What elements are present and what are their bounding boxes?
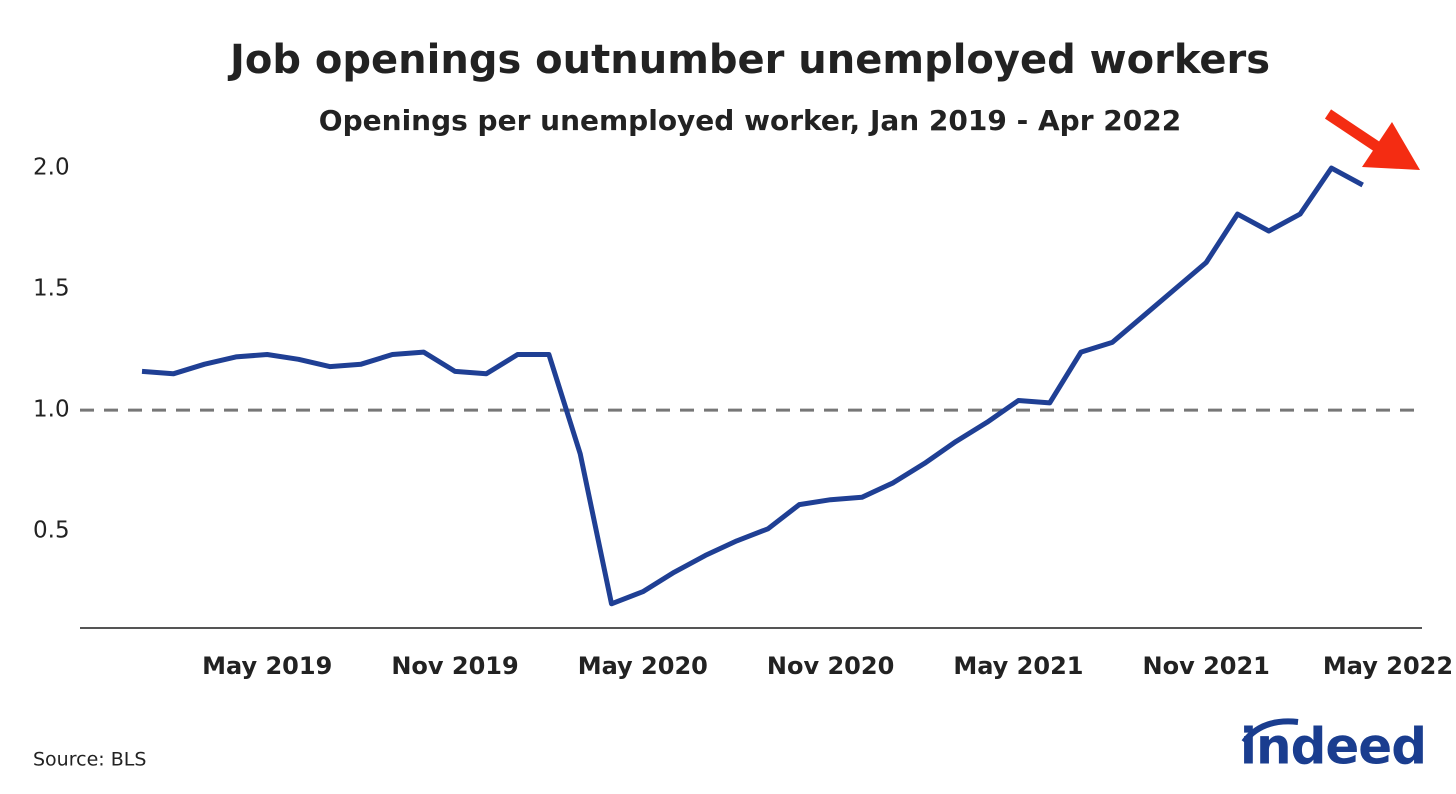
x-tick-label: Nov 2019 [391, 652, 518, 680]
source-note: Source: BLS [33, 749, 146, 771]
trend-arrow [1328, 114, 1420, 170]
y-tick-label: 2.0 [33, 155, 70, 181]
x-tick-label: Nov 2021 [1143, 652, 1270, 680]
x-tick-label: May 2020 [578, 652, 708, 680]
y-tick-label: 1.0 [33, 397, 70, 423]
x-tick-label: May 2021 [953, 652, 1083, 680]
chart-subtitle: Openings per unemployed worker, Jan 2019… [319, 104, 1181, 137]
logo: indeed [1240, 718, 1426, 776]
x-tick-label: May 2022 [1323, 652, 1453, 680]
x-tick-label: May 2019 [202, 652, 332, 680]
y-tick-label: 0.5 [33, 518, 70, 544]
x-tick-label: Nov 2020 [767, 652, 894, 680]
data-line [142, 168, 1363, 604]
chart-title: Job openings outnumber unemployed worker… [227, 37, 1270, 83]
y-tick-label: 1.5 [33, 276, 70, 302]
